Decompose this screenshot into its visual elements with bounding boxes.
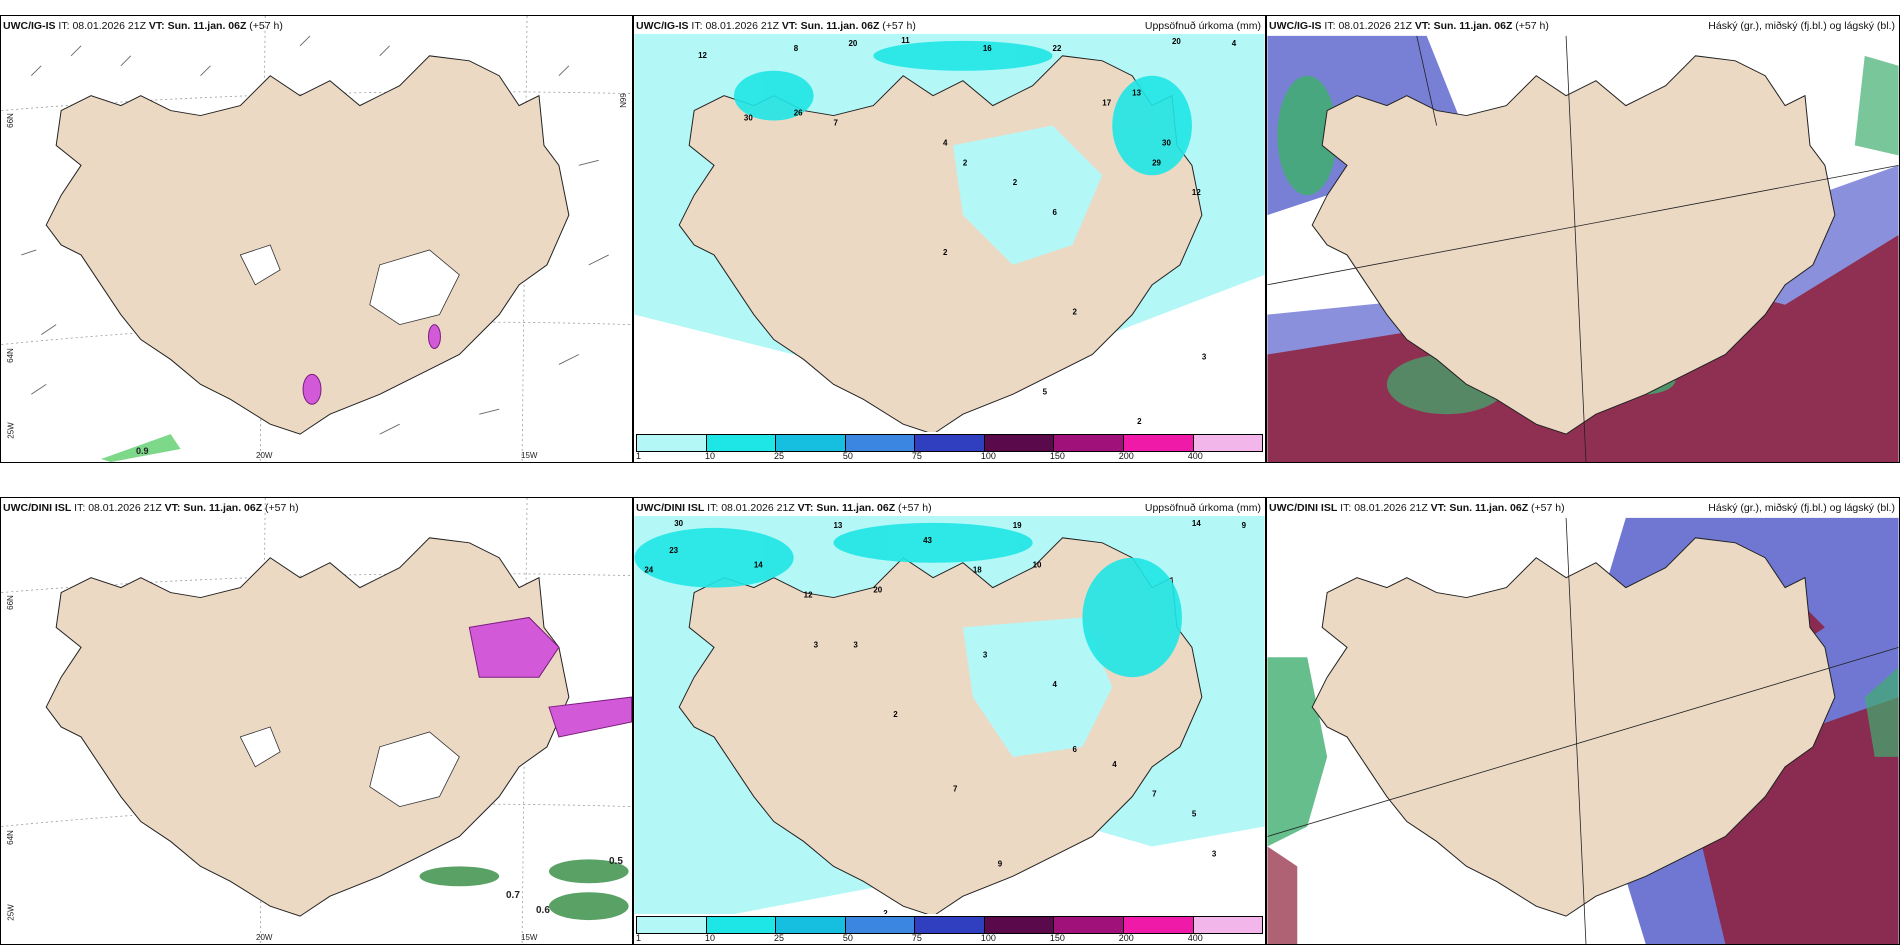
svg-text:4: 4 <box>1232 39 1237 48</box>
svg-text:12: 12 <box>804 591 813 600</box>
svg-text:3: 3 <box>1212 849 1217 858</box>
svg-text:20: 20 <box>1172 37 1181 46</box>
precip-legend: 1 10 25 50 75 100 150 200 400 <box>634 914 1265 944</box>
svg-text:2: 2 <box>1013 178 1018 187</box>
svg-text:3: 3 <box>1202 352 1207 361</box>
svg-text:7: 7 <box>1152 790 1157 799</box>
svg-text:6: 6 <box>1072 745 1077 754</box>
svg-text:2: 2 <box>893 710 898 719</box>
svg-text:7: 7 <box>953 785 958 794</box>
panel-title-right: Uppsöfnuð úrkoma (mm) <box>1144 502 1261 514</box>
svg-text:3: 3 <box>983 650 988 659</box>
svg-text:23: 23 <box>669 546 678 555</box>
axis-lon-15: 15W <box>521 933 538 942</box>
svg-text:4: 4 <box>1053 680 1058 689</box>
svg-text:19: 19 <box>1013 521 1022 530</box>
axis-lon-25: 25W <box>6 422 16 439</box>
svg-text:5: 5 <box>1043 387 1048 396</box>
panel-header: UWC/IG-IS IT: 08.01.2026 21Z VT: Sun. 11… <box>1269 20 1549 32</box>
panel-header: UWC/IG-IS IT: 08.01.2026 21Z VT: Sun. 11… <box>636 20 916 32</box>
legend-ticks: 1 10 25 50 75 100 150 200 400 <box>636 451 1203 461</box>
panel-header: UWC/DINI ISL IT: 08.01.2026 21Z VT: Sun.… <box>636 502 932 514</box>
svg-text:4: 4 <box>1112 760 1117 769</box>
svg-text:18: 18 <box>973 566 982 575</box>
panel-title-right: Uppsöfnuð úrkoma (mm) <box>1144 20 1261 32</box>
svg-text:43: 43 <box>923 536 932 545</box>
panel-igis-cloud-map: UWC/IG-IS IT: 08.01.2026 21Z VT: Sun. 11… <box>1266 15 1900 463</box>
svg-text:9: 9 <box>1242 521 1247 530</box>
panel-header: UWC/DINI ISL IT: 08.01.2026 21Z VT: Sun.… <box>1269 502 1565 514</box>
svg-text:20: 20 <box>848 39 857 48</box>
svg-text:14: 14 <box>754 561 763 570</box>
svg-text:10: 10 <box>1033 561 1042 570</box>
panel-header: UWC/DINI ISL IT: 08.01.2026 21Z VT: Sun.… <box>3 502 299 514</box>
svg-text:22: 22 <box>1053 44 1062 53</box>
svg-text:24: 24 <box>644 566 653 575</box>
panel-dini-precip-map: UWC/DINI ISL IT: 08.01.2026 21Z VT: Sun.… <box>633 497 1266 945</box>
legend-bar <box>636 916 1263 934</box>
svg-text:13: 13 <box>1132 89 1141 98</box>
legend-ticks: 1 10 25 50 75 100 150 200 400 <box>636 933 1203 943</box>
axis-lat-64: 64N <box>5 348 15 363</box>
svg-text:6: 6 <box>1053 208 1058 217</box>
svg-text:8: 8 <box>794 44 799 53</box>
axis-lon-15: 15W <box>521 451 538 460</box>
value-label: 0.6 <box>536 905 550 916</box>
panel-igis-precip-map: UWC/IG-IS IT: 08.01.2026 21Z VT: Sun. 11… <box>633 15 1266 463</box>
axis-lat-66: 66N <box>5 113 15 128</box>
panel-title-right: Háský (gr.), miðský (fj.bl.) og lágský (… <box>1708 502 1895 514</box>
svg-text:30: 30 <box>744 114 753 123</box>
svg-text:13: 13 <box>834 521 843 530</box>
svg-text:17: 17 <box>1102 99 1111 108</box>
axis-lon-25: 25W <box>6 904 16 921</box>
value-label: 0.7 <box>506 890 520 901</box>
wind-map-svg <box>1 16 632 462</box>
svg-text:11: 11 <box>901 36 910 45</box>
svg-text:26: 26 <box>794 109 803 118</box>
svg-text:5: 5 <box>1192 810 1197 819</box>
svg-text:2: 2 <box>883 909 888 918</box>
svg-text:3: 3 <box>853 640 858 649</box>
panel-dini-cloud-map: UWC/DINI ISL IT: 08.01.2026 21Z VT: Sun.… <box>1266 497 1900 945</box>
svg-text:9: 9 <box>998 859 1003 868</box>
svg-text:2: 2 <box>1072 308 1077 317</box>
cloud-map-svg <box>1267 517 1899 944</box>
svg-text:2: 2 <box>943 248 948 257</box>
svg-text:30: 30 <box>674 519 683 528</box>
svg-text:4: 4 <box>943 138 948 147</box>
axis-lon-20: 20W <box>256 933 273 942</box>
precip-map-svg: 30 23 24 14 13 43 19 14 9 12 20 18 10 3 3 4 3 2 6 4 7 5 3… <box>634 515 1265 918</box>
svg-text:7: 7 <box>834 119 839 128</box>
panel-igis-wind-map: UWC/IG-IS IT: 08.01.2026 21Z VT: Sun. 11… <box>0 15 633 463</box>
panel-title-right: Háský (gr.), miðský (fj.bl.) og lágský (… <box>1708 20 1895 32</box>
svg-text:14: 14 <box>1192 519 1201 528</box>
svg-text:16: 16 <box>983 44 992 53</box>
axis-lat-64: 64N <box>5 830 15 845</box>
svg-text:2: 2 <box>1137 417 1142 426</box>
panel-header: UWC/IG-IS IT: 08.01.2026 21Z VT: Sun. 11… <box>3 20 283 32</box>
legend-bar <box>636 434 1263 452</box>
axis-lat-66: 66N <box>5 595 15 610</box>
svg-text:20: 20 <box>873 586 882 595</box>
wind-map-svg <box>1 498 632 944</box>
svg-text:3: 3 <box>814 640 819 649</box>
axis-lon-20: 20W <box>256 451 273 460</box>
svg-text:12: 12 <box>698 51 707 60</box>
panel-dini-wind-map: UWC/DINI ISL IT: 08.01.2026 21Z VT: Sun.… <box>0 497 633 945</box>
svg-text:29: 29 <box>1152 158 1161 167</box>
axis-lat-65-right: 66N <box>618 93 628 108</box>
value-label: 0.5 <box>609 856 623 867</box>
value-label: 0.9 <box>136 446 149 456</box>
svg-text:12: 12 <box>1192 188 1201 197</box>
svg-text:2: 2 <box>963 158 968 167</box>
cloud-map-svg <box>1267 35 1899 462</box>
svg-text:30: 30 <box>1162 138 1171 147</box>
precip-legend: 1 10 25 50 75 100 150 200 400 <box>634 432 1265 462</box>
